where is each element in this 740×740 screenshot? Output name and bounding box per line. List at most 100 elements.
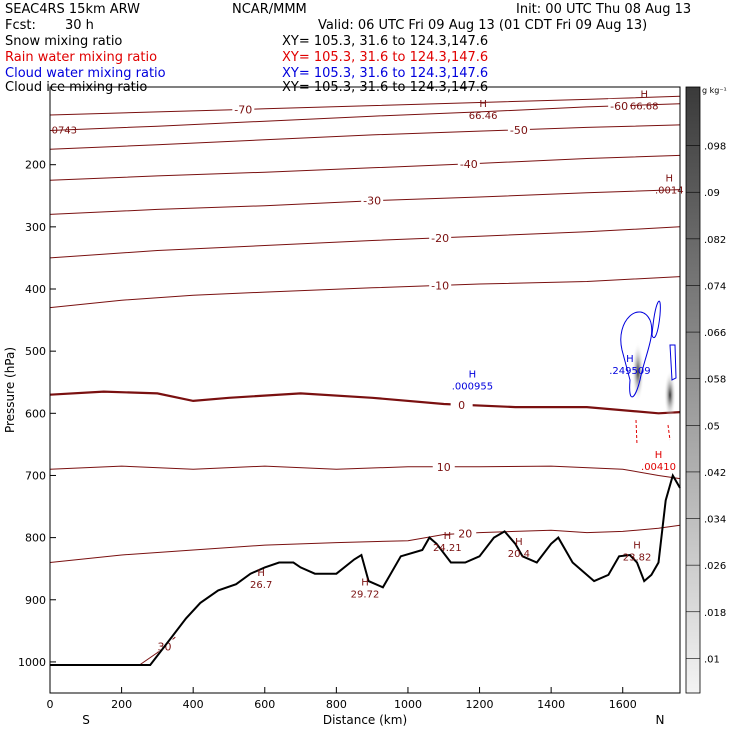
rain-contour-2	[667, 424, 671, 441]
max-marker: H	[626, 354, 634, 365]
contour-label: 10	[437, 461, 451, 474]
legend-snow-name: Snow mixing ratio	[5, 34, 123, 49]
max-marker: H	[444, 531, 452, 542]
colorbar: .098 .09 .082 .074 .066 .058 .05 .042 .034 .026 .0…	[685, 86, 727, 694]
y-axis-label: Pressure (hPa)	[3, 347, 17, 433]
contour-line	[49, 276, 681, 309]
contour-label: -10	[431, 279, 449, 292]
x-tick-label: 200	[111, 698, 132, 711]
max-labels: H66.46H66.680743H.0014H.000955H.249509H.…	[52, 90, 684, 601]
max-value: 66.68	[630, 102, 659, 113]
y-tick-label: 700	[25, 469, 46, 482]
x-tick-label: 600	[254, 698, 275, 711]
max-value: .00410	[641, 462, 676, 473]
colorbar-tick-label: .058	[704, 375, 726, 386]
x-tick-label: 0	[47, 698, 54, 711]
cloud-water-contour-2	[651, 300, 661, 339]
contour-label: -60	[610, 100, 628, 113]
colorbar-tick-label: .018	[704, 608, 726, 619]
colorbar-tick-label: .09	[704, 188, 720, 199]
colorbar-tick-label: .082	[704, 235, 726, 246]
y-tick-label: 900	[25, 594, 46, 607]
contour-label: -30	[363, 195, 381, 208]
snow-shading-north	[664, 370, 676, 420]
north-label: N	[656, 713, 665, 727]
max-marker: H	[361, 578, 369, 589]
contour-label-bg	[454, 526, 477, 539]
contour-label-bg	[450, 397, 473, 410]
legend-cloudwater-xy: XY= 105.3, 31.6 to 124.3,147.6	[282, 66, 489, 81]
y-tick-label: 400	[25, 283, 46, 296]
max-value: 66.46	[469, 111, 498, 122]
colorbar-tick-label: .026	[704, 561, 726, 572]
max-value: .0014	[655, 186, 684, 197]
colorbar-tick-label: .074	[704, 281, 726, 292]
contour-label-bg	[361, 193, 384, 206]
max-marker: H	[665, 174, 673, 185]
contour-label: -40	[460, 158, 478, 171]
cloud-water-contour-3	[669, 344, 677, 381]
colorbar-tick-label: .034	[704, 515, 726, 526]
y-tick-label: 300	[25, 221, 46, 234]
x-tick-label: 1200	[466, 698, 494, 711]
y-axis: 200 300 400 500 600 700 800 900 1000	[18, 159, 56, 669]
x-tick-label: 1600	[609, 698, 637, 711]
max-marker: H	[633, 540, 641, 551]
fcst-value: 30 h	[65, 18, 94, 33]
cloud-water-contour	[620, 311, 653, 398]
max-value: 26.7	[250, 580, 272, 591]
init-time: Init: 00 UTC Thu 08 Aug 13	[516, 2, 692, 17]
x-tick-label: 800	[326, 698, 347, 711]
contour-label-bg	[608, 98, 631, 111]
contour-line	[49, 95, 681, 116]
y-tick-label: 1000	[18, 656, 46, 669]
x-tick-label: 1400	[537, 698, 565, 711]
colorbar-tick-label: .042	[704, 468, 726, 479]
fcst-label: Fcst:	[5, 18, 36, 33]
max-value: .249509	[609, 366, 650, 377]
legend-rain-xy: XY= 105.3, 31.6 to 124.3,147.6	[282, 50, 489, 65]
legend-cloudwater-name: Cloud water mixing ratio	[5, 66, 166, 81]
south-label: S	[82, 713, 90, 727]
mixing-ratio-shading	[620, 300, 677, 446]
contour-label-bg	[232, 102, 255, 115]
contour-label-bg	[429, 230, 452, 243]
contour-line	[49, 103, 681, 131]
legend-rain-name: Rain water mixing ratio	[5, 50, 158, 65]
x-tick-label: 400	[183, 698, 204, 711]
max-value: .000955	[452, 381, 493, 392]
y-tick-label: 500	[25, 345, 46, 358]
y-tick-label: 800	[25, 532, 46, 545]
max-value: 20.4	[508, 549, 530, 560]
colorbar-unit: g kg⁻¹	[702, 86, 727, 95]
contour-label: 0	[458, 399, 465, 412]
snow-shading-core	[632, 342, 644, 402]
valid-time: Valid: 06 UTC Fri 09 Aug 13 (01 CDT Fri …	[318, 18, 648, 33]
contour-label: 20	[458, 527, 472, 540]
rain-contour	[635, 419, 638, 446]
contour-line	[49, 226, 681, 259]
max-value: 29.72	[351, 590, 380, 601]
max-marker: H	[479, 99, 487, 110]
contour-line	[49, 524, 681, 563]
legend-snow-xy: XY= 105.3, 31.6 to 124.3,147.6	[282, 34, 489, 49]
contour-line	[49, 154, 681, 181]
colorbar-tick-label: .098	[704, 142, 726, 153]
contour-label-bg	[457, 156, 480, 169]
max-value: 24.21	[433, 543, 462, 554]
contour-label: -20	[431, 232, 449, 245]
colorbar-ramp	[685, 86, 701, 694]
terrain-path	[50, 472, 681, 666]
contour-line	[49, 465, 681, 480]
y-tick-label: 600	[25, 407, 46, 420]
colorbar-tick-label: .066	[704, 328, 726, 339]
x-tick-label: 1000	[394, 698, 422, 711]
contour-line	[49, 124, 681, 150]
contour-label: -70	[234, 103, 252, 116]
contour-label: -50	[510, 124, 528, 137]
max-marker: H	[515, 537, 523, 548]
colorbar-tick-label: .01	[704, 654, 720, 665]
contour-label-bg	[429, 278, 452, 291]
